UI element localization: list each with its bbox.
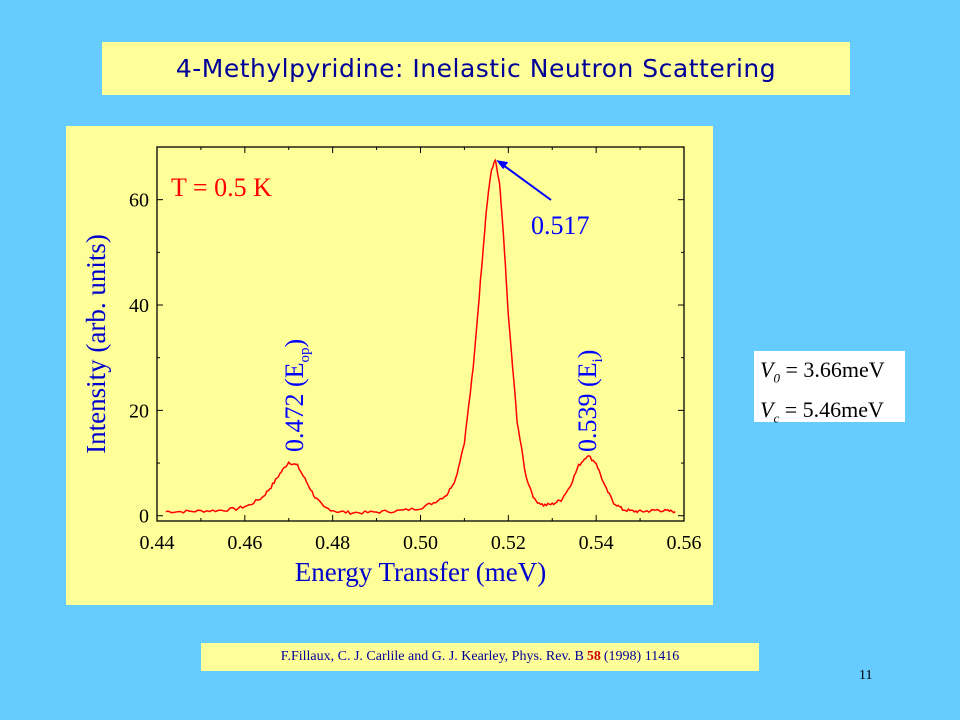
plot-frame (156, 146, 685, 522)
citation-volume: 58 (586, 649, 601, 664)
chart-panel: 0.44 0.46 0.48 0.50 0.52 0.54 0.56 0 20 40 60 Energ… (66, 126, 713, 605)
peak-label-0517: 0.517 (531, 211, 590, 240)
peak-arrow-head (496, 160, 509, 170)
slide-title: 4-Methylpyridine: Inelastic Neutron Scat… (175, 54, 777, 83)
constant-vc: Vc = 5.46meV (760, 397, 884, 426)
x-tick-label: 0.50 (403, 532, 438, 554)
y-tick-label: 40 (129, 295, 149, 317)
x-tick-label: 0.54 (579, 532, 614, 554)
peak-arrow-line (498, 161, 552, 201)
slide-title-box: 4-Methylpyridine: Inelastic Neutron Scat… (102, 42, 850, 95)
constant-v0: V0 = 3.66meV (760, 357, 885, 386)
intensity-series-line (165, 158, 676, 516)
temperature-label: T = 0.5 K (171, 173, 272, 202)
potential-constants-box: V0 = 3.66meV Vc = 5.46meV (754, 351, 905, 426)
y-tick-label: 60 (129, 190, 149, 212)
citation-authors: F.Fillaux, C. J. Carlile and G. J. Kearl… (280, 649, 584, 664)
spectrum-chart: 0.44 0.46 0.48 0.50 0.52 0.54 0.56 0 20 40 60 Energ… (81, 146, 702, 587)
x-tick-label: 0.46 (227, 532, 262, 554)
citation-box: F.Fillaux, C. J. Carlile and G. J. Kearl… (201, 643, 759, 671)
y-tick-label: 20 (129, 400, 149, 422)
y-axis-title: Intensity (arb. units) (81, 234, 111, 454)
citation-pages: (1998) 11416 (603, 649, 680, 664)
x-axis-title: Energy Transfer (meV) (295, 557, 546, 587)
x-tick-label: 0.48 (315, 532, 350, 554)
y-tick-label: 0 (139, 506, 149, 528)
x-tick-label: 0.44 (140, 532, 175, 554)
peak-label-0539-ei: 0.539 (Ei) (573, 350, 606, 452)
slide-number: 11 (859, 668, 873, 683)
x-tick-label: 0.52 (491, 532, 526, 554)
peak-label-0472-eop: 0.472 (Eop) (280, 339, 313, 452)
x-tick-label: 0.56 (667, 532, 702, 554)
